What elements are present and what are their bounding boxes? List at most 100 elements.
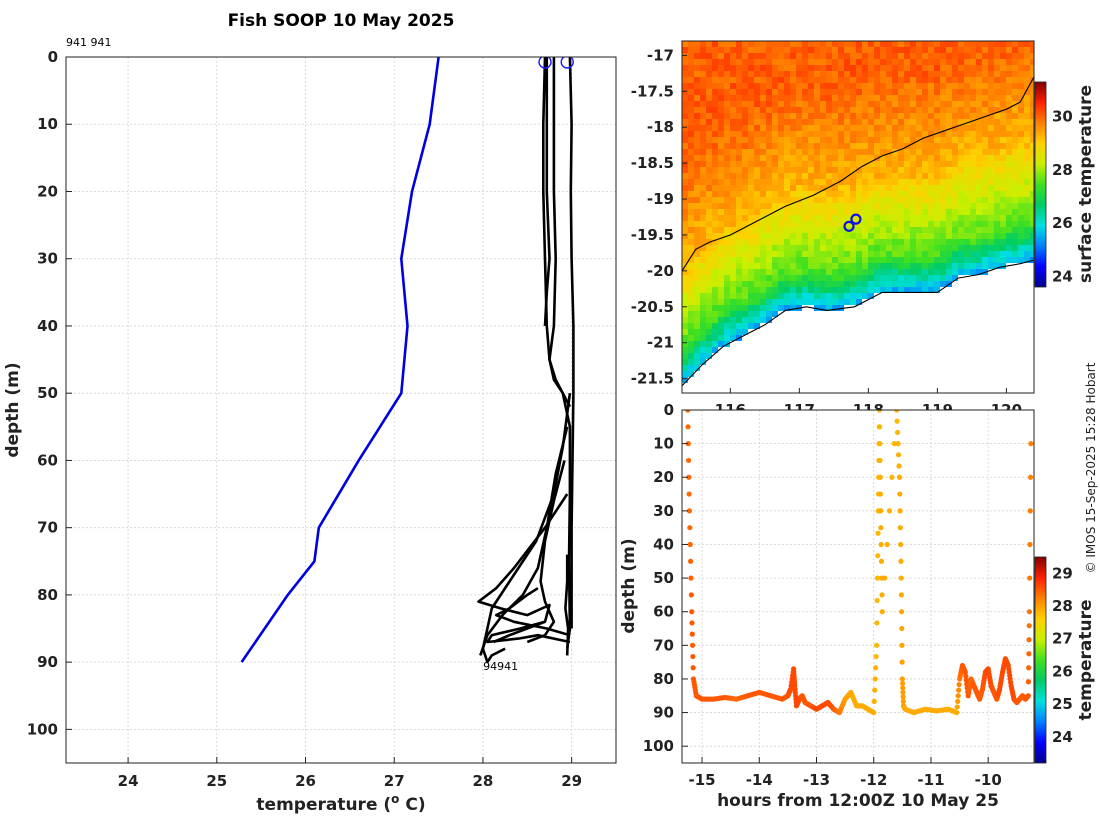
sst-cell	[1006, 89, 1013, 96]
sst-cell	[928, 311, 935, 318]
sst-cell	[718, 341, 725, 348]
sst-cell	[784, 251, 791, 258]
sst-cell	[916, 323, 923, 330]
sst-cell	[898, 275, 905, 282]
sst-cell	[1024, 299, 1031, 306]
sst-cell	[682, 179, 689, 186]
sst-cell	[682, 305, 689, 312]
sst-cell	[754, 77, 761, 84]
sst-cell	[844, 77, 851, 84]
sst-cell	[928, 335, 935, 342]
sst-cell	[958, 227, 965, 234]
sst-cell	[682, 83, 689, 90]
sst-cell	[1012, 377, 1019, 384]
section-sample-point	[963, 673, 969, 679]
sst-cell	[964, 251, 971, 258]
sst-cell	[724, 101, 731, 108]
sst-cell	[1012, 365, 1019, 372]
sst-cell	[700, 131, 707, 138]
sst-cell	[952, 239, 959, 246]
sst-cell	[940, 269, 947, 276]
sst-cell	[928, 173, 935, 180]
sst-cell	[964, 371, 971, 378]
sst-cell	[838, 65, 845, 72]
sst-cell	[778, 353, 785, 360]
sst-cell	[730, 323, 737, 330]
sst-cell	[988, 353, 995, 360]
sst-cell	[802, 227, 809, 234]
sst-cell	[982, 329, 989, 336]
sst-cell	[790, 191, 797, 198]
sst-cell	[904, 353, 911, 360]
sst-cell	[832, 377, 839, 384]
sst-cell	[886, 65, 893, 72]
sst-cell	[778, 323, 785, 330]
sst-cell	[838, 329, 845, 336]
sst-cell	[802, 287, 809, 294]
sst-cell	[910, 167, 917, 174]
sst-cell	[904, 341, 911, 348]
sst-cell	[898, 107, 905, 114]
sst-cell	[946, 95, 953, 102]
sst-cell	[730, 281, 737, 288]
sst-cell	[838, 107, 845, 114]
sst-cell	[688, 95, 695, 102]
sst-cell	[1024, 233, 1031, 240]
sst-cell	[688, 71, 695, 78]
sst-cell	[928, 71, 935, 78]
sst-cell	[724, 65, 731, 72]
profile-marks: 94941	[240, 57, 575, 673]
profile-y-tick-label: 0	[48, 48, 58, 66]
sst-cell	[1030, 239, 1034, 246]
sst-cell	[994, 383, 1001, 390]
sst-cell	[880, 251, 887, 258]
sst-cell	[808, 185, 815, 192]
sst-cell	[1006, 329, 1013, 336]
sst-cell	[1018, 365, 1025, 372]
sst-cell	[730, 65, 737, 72]
sst-cell	[994, 209, 1001, 216]
sst-cell	[886, 83, 893, 90]
sst-cell	[898, 137, 905, 144]
sst-cell	[982, 287, 989, 294]
section-sample-point	[898, 541, 904, 548]
sst-cell	[736, 167, 743, 174]
sst-cell	[898, 311, 905, 318]
sst-cell	[736, 59, 743, 66]
sst-cell	[748, 347, 755, 354]
sst-cell	[880, 143, 887, 150]
sst-cell	[736, 77, 743, 84]
sst-cell	[682, 191, 689, 198]
sst-cell	[1012, 113, 1019, 120]
sst-cell	[970, 335, 977, 342]
sst-cell	[1006, 107, 1013, 114]
sst-cell	[862, 341, 869, 348]
sst-cell	[760, 47, 767, 54]
sst-cell	[718, 281, 725, 288]
sst-cell	[970, 299, 977, 306]
sst-cell	[904, 179, 911, 186]
sst-cell	[904, 119, 911, 126]
sst-cell	[976, 251, 983, 258]
sst-cell	[994, 89, 1001, 96]
sst-cell	[1006, 245, 1013, 252]
sst-cell	[994, 125, 1001, 132]
sst-cell	[682, 311, 689, 318]
sst-cell	[910, 185, 917, 192]
sst-cell	[784, 299, 791, 306]
sst-cell	[694, 149, 701, 156]
sst-cell	[742, 47, 749, 54]
sst-cell	[952, 173, 959, 180]
section-y-tick-label: 20	[653, 468, 674, 486]
sst-cell	[940, 311, 947, 318]
sst-cell	[748, 125, 755, 132]
sst-cell	[748, 185, 755, 192]
sst-cell	[928, 65, 935, 72]
sst-cell	[700, 191, 707, 198]
sst-cell	[784, 119, 791, 126]
sst-cell	[886, 95, 893, 102]
sst-cell	[880, 293, 887, 300]
sst-cell	[700, 329, 707, 336]
sst-cell	[718, 245, 725, 252]
sst-cell	[700, 299, 707, 306]
